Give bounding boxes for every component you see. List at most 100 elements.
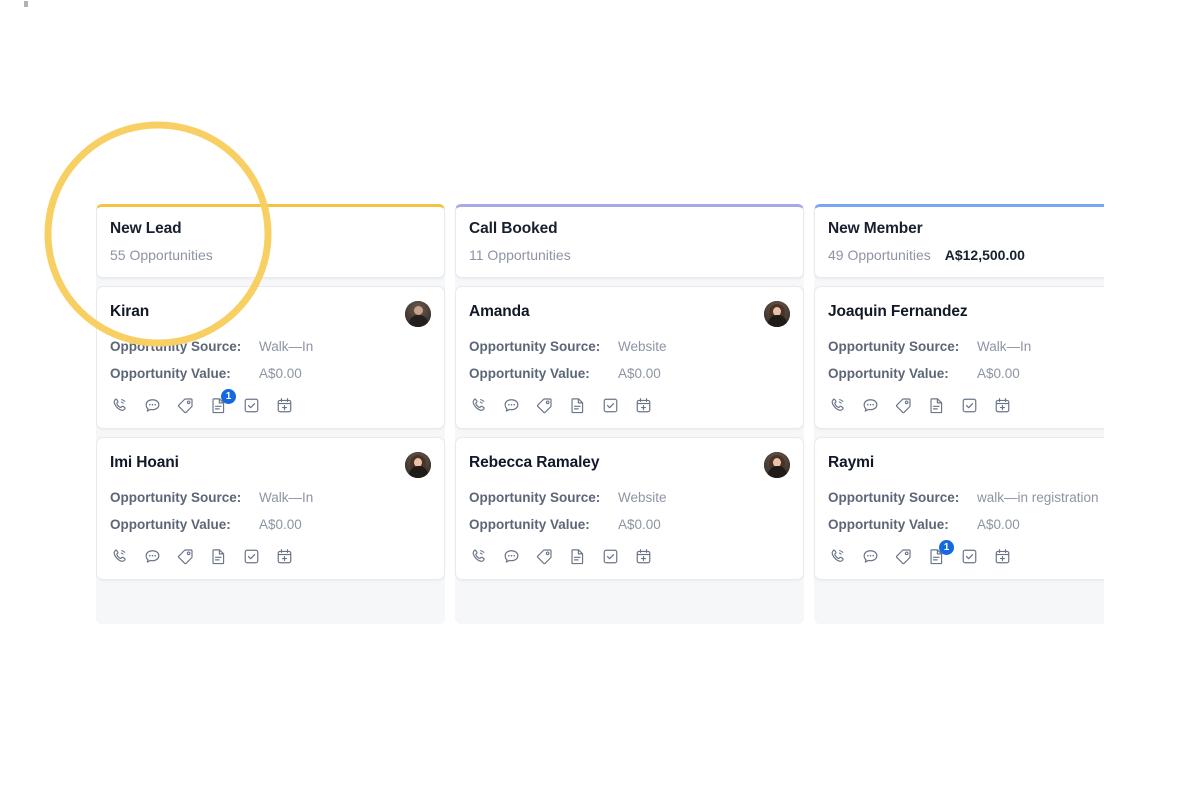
- opportunity-source-value: Walk—In: [259, 339, 314, 355]
- calendar-plus-icon[interactable]: [275, 547, 294, 566]
- note-icon[interactable]: [927, 396, 946, 415]
- note-icon[interactable]: 1: [209, 389, 236, 415]
- opportunity-value-label: Opportunity Value:: [110, 366, 231, 382]
- opportunity-value-row: Opportunity Value: A$0.00: [469, 366, 790, 381]
- opportunities-pipeline-board: New Lead 55 Opportunities Kiran Opportunity…: [96, 204, 1104, 624]
- contact-name: Rebecca Ramaley: [469, 454, 600, 472]
- column-total-value: A$12,500.00: [944, 246, 1025, 263]
- task-check-icon[interactable]: [601, 547, 620, 566]
- column-header-call-booked[interactable]: Call Booked 11 Opportunities: [455, 204, 804, 279]
- avatar[interactable]: [405, 301, 431, 328]
- task-check-icon[interactable]: [242, 396, 261, 415]
- opportunity-source-value: Walk—In: [259, 490, 314, 506]
- opportunity-source-value: walk—in registration: [977, 490, 1099, 506]
- opportunity-source-row: Opportunity Source: Website: [469, 490, 790, 505]
- column-opportunity-count: 49 Opportunities: [828, 246, 931, 263]
- opportunity-value-row: Opportunity Value: A$0.00: [110, 517, 431, 532]
- notification-badge: 1: [939, 540, 954, 556]
- opportunity-card[interactable]: Amanda Opportunity Source: Website Opportun…: [455, 286, 804, 430]
- opportunity-value-amount: A$0.00: [977, 517, 1020, 533]
- opportunity-card[interactable]: Kiran Opportunity Source: Walk—In Opportuni…: [96, 286, 445, 430]
- contact-name: Amanda: [469, 303, 530, 321]
- column-meta: 55 Opportunities: [110, 247, 431, 264]
- card-header: Amanda: [469, 301, 790, 328]
- opportunity-value-amount: A$0.00: [259, 366, 302, 382]
- column-title: Call Booked: [469, 220, 558, 237]
- column-card-list: Kiran Opportunity Source: Walk—In Opportuni…: [96, 278, 445, 581]
- column-header-new-member[interactable]: New Member 49 Opportunities A$12,500.00: [814, 204, 1104, 279]
- chat-bubble-icon[interactable]: [861, 547, 880, 566]
- card-header: Joaquin Fernandez: [828, 301, 1104, 327]
- task-check-icon[interactable]: [960, 547, 979, 566]
- column-opportunity-count: 55 Opportunities: [110, 246, 213, 263]
- chat-bubble-icon[interactable]: [502, 547, 521, 566]
- opportunity-value-amount: A$0.00: [618, 517, 661, 533]
- opportunity-card[interactable]: Rebecca Ramaley Opportunity Source: Websit…: [455, 437, 804, 581]
- card-header: Imi Hoani: [110, 452, 431, 479]
- task-check-icon[interactable]: [960, 396, 979, 415]
- opportunity-source-row: Opportunity Source: Website: [469, 339, 790, 354]
- tag-icon[interactable]: [176, 396, 195, 415]
- column-card-list: Joaquin Fernandez Opportunity Source: Walk…: [814, 278, 1104, 581]
- card-header: Kiran: [110, 301, 431, 328]
- opportunity-value-label: Opportunity Value:: [110, 517, 231, 533]
- calendar-plus-icon[interactable]: [634, 396, 653, 415]
- chat-bubble-icon[interactable]: [143, 547, 162, 566]
- phone-call-icon[interactable]: [828, 396, 847, 415]
- note-icon[interactable]: [209, 547, 228, 566]
- opportunity-value-label: Opportunity Value:: [469, 366, 590, 382]
- opportunity-source-label: Opportunity Source:: [110, 339, 242, 355]
- opportunity-source-label: Opportunity Source:: [469, 490, 601, 506]
- opportunity-card[interactable]: Raymi Opportunity Source: walk—in registra…: [814, 437, 1104, 581]
- calendar-plus-icon[interactable]: [993, 396, 1012, 415]
- tag-icon[interactable]: [176, 547, 195, 566]
- card-action-icons: 1: [828, 540, 1104, 566]
- phone-call-icon[interactable]: [469, 547, 488, 566]
- opportunity-value-label: Opportunity Value:: [828, 517, 949, 533]
- contact-name: Raymi: [828, 454, 875, 472]
- tag-icon[interactable]: [894, 396, 913, 415]
- avatar[interactable]: [764, 452, 790, 479]
- card-header: Rebecca Ramaley: [469, 452, 790, 479]
- phone-call-icon[interactable]: [110, 547, 129, 566]
- chat-bubble-icon[interactable]: [861, 396, 880, 415]
- column-meta: 11 Opportunities: [469, 247, 790, 264]
- avatar[interactable]: [405, 452, 431, 479]
- note-icon[interactable]: [568, 396, 587, 415]
- opportunity-source-value: Website: [618, 339, 667, 355]
- chat-bubble-icon[interactable]: [502, 396, 521, 415]
- tag-icon[interactable]: [535, 547, 554, 566]
- opportunity-value-row: Opportunity Value: A$0.00: [469, 517, 790, 532]
- opportunity-source-row: Opportunity Source: Walk—In: [110, 490, 431, 505]
- tag-icon[interactable]: [894, 547, 913, 566]
- task-check-icon[interactable]: [242, 547, 261, 566]
- opportunity-source-label: Opportunity Source:: [469, 339, 601, 355]
- pipeline-column-new-lead: New Lead 55 Opportunities Kiran Opportunity…: [96, 204, 445, 624]
- opportunity-card[interactable]: Imi Hoani Opportunity Source: Walk—In Oppor…: [96, 437, 445, 581]
- pipeline-column-new-member: New Member 49 Opportunities A$12,500.00 Joa…: [814, 204, 1104, 624]
- phone-call-icon[interactable]: [828, 547, 847, 566]
- avatar[interactable]: [764, 301, 790, 328]
- card-action-icons: [110, 547, 431, 566]
- card-header: Raymi: [828, 452, 1104, 478]
- calendar-plus-icon[interactable]: [993, 547, 1012, 566]
- note-icon[interactable]: [568, 547, 587, 566]
- phone-call-icon[interactable]: [469, 396, 488, 415]
- tag-icon[interactable]: [535, 396, 554, 415]
- opportunity-card[interactable]: Joaquin Fernandez Opportunity Source: Walk…: [814, 286, 1104, 430]
- chat-bubble-icon[interactable]: [143, 396, 162, 415]
- note-icon[interactable]: 1: [927, 540, 954, 566]
- column-header-new-lead[interactable]: New Lead 55 Opportunities: [96, 204, 445, 279]
- column-opportunity-count: 11 Opportunities: [469, 246, 571, 263]
- card-action-icons: [469, 547, 790, 566]
- opportunity-source-label: Opportunity Source:: [828, 339, 960, 355]
- card-action-icons: 1: [110, 389, 431, 415]
- column-title: New Member: [828, 220, 923, 237]
- opportunity-value-label: Opportunity Value:: [828, 366, 949, 382]
- calendar-plus-icon[interactable]: [634, 547, 653, 566]
- calendar-plus-icon[interactable]: [275, 396, 294, 415]
- phone-call-icon[interactable]: [110, 396, 129, 415]
- task-check-icon[interactable]: [601, 396, 620, 415]
- contact-name: Joaquin Fernandez: [828, 303, 968, 321]
